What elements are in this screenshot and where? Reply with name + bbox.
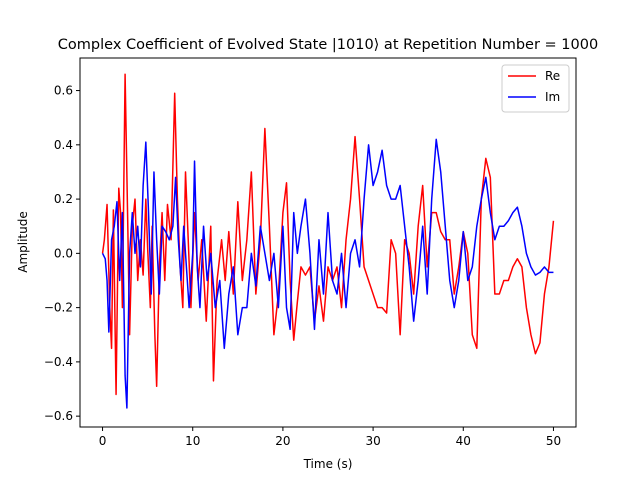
series-layer bbox=[101, 73, 555, 409]
legend: Re Im bbox=[501, 64, 570, 113]
x-tick-label: 50 bbox=[546, 434, 561, 448]
legend-label-re: Re bbox=[545, 69, 560, 83]
x-tick-label: 0 bbox=[99, 434, 107, 448]
x-axis-label: Time (s) bbox=[303, 457, 353, 471]
plot-area bbox=[79, 57, 577, 428]
series-line-im bbox=[101, 138, 554, 409]
axes-background bbox=[80, 58, 576, 427]
y-tick-label: −0.4 bbox=[44, 355, 73, 369]
y-tick-label: 0.0 bbox=[54, 246, 73, 260]
x-axis-ticks: 0 10 20 30 40 50 bbox=[99, 427, 561, 448]
chart-title: Complex Coefficient of Evolved State |10… bbox=[58, 37, 598, 53]
y-axis-label: Amplitude bbox=[16, 211, 30, 273]
y-tick-label: −0.2 bbox=[44, 301, 73, 315]
x-tick-label: 20 bbox=[275, 434, 290, 448]
y-tick-label: 0.6 bbox=[54, 84, 73, 98]
x-tick-label: 40 bbox=[456, 434, 471, 448]
legend-label-im: Im bbox=[545, 90, 560, 104]
y-axis-ticks: −0.6 −0.4 −0.2 0.0 0.2 0.4 0.6 bbox=[44, 84, 80, 423]
axes-frame bbox=[79, 57, 577, 428]
series-line-re bbox=[101, 73, 555, 396]
y-tick-label: −0.6 bbox=[44, 409, 73, 423]
y-tick-label: 0.2 bbox=[54, 192, 73, 206]
y-tick-label: 0.4 bbox=[54, 138, 73, 152]
x-tick-label: 30 bbox=[365, 434, 380, 448]
x-tick-label: 10 bbox=[185, 434, 200, 448]
